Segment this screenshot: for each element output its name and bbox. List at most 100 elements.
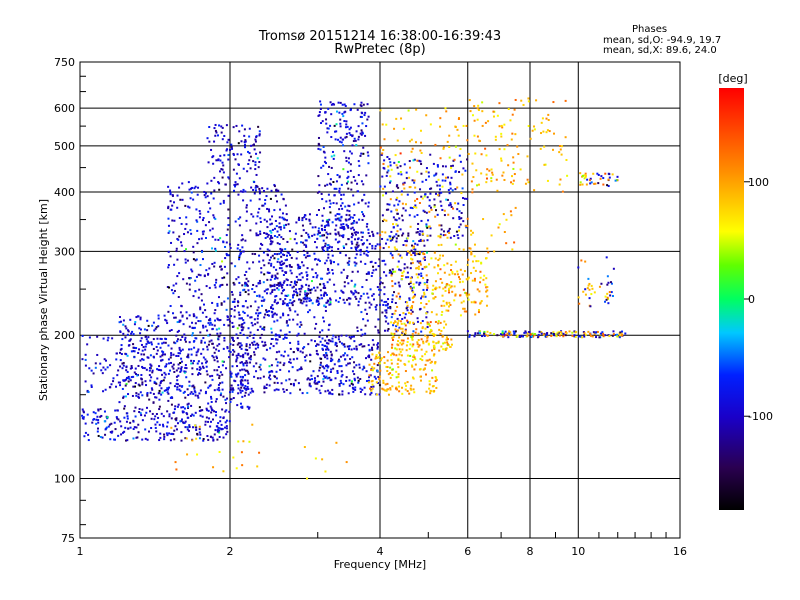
echo-point — [512, 161, 515, 164]
echo-point — [359, 387, 362, 390]
echo-point — [477, 311, 480, 314]
echo-point — [533, 128, 536, 131]
echo-point — [223, 339, 226, 342]
echo-point — [423, 253, 426, 256]
echo-point — [341, 138, 344, 141]
echo-point — [263, 385, 266, 388]
echo-point — [271, 284, 274, 287]
echo-point — [305, 294, 308, 297]
echo-point — [321, 219, 324, 222]
echo-point — [239, 331, 242, 334]
echo-point — [445, 198, 448, 201]
echo-point — [259, 377, 262, 380]
echo-point — [360, 328, 363, 331]
echo-point — [146, 438, 149, 441]
echo-point — [254, 140, 257, 143]
echo-point — [389, 161, 392, 164]
echo-point — [175, 369, 178, 372]
echo-point — [429, 392, 432, 395]
echo-point — [84, 364, 87, 367]
echo-point — [389, 175, 392, 178]
echo-point — [258, 451, 261, 454]
echo-point — [195, 428, 198, 431]
echo-point — [210, 401, 213, 404]
echo-point — [376, 364, 379, 367]
echo-point — [305, 300, 308, 303]
echo-point — [229, 351, 232, 354]
echo-point — [349, 169, 352, 172]
echo-point — [109, 386, 112, 389]
echo-point — [236, 247, 239, 250]
echo-point — [402, 244, 405, 247]
echo-point — [252, 143, 255, 146]
echo-point — [228, 350, 231, 353]
echo-point — [361, 132, 364, 135]
echo-point — [396, 265, 399, 268]
echo-point — [330, 359, 333, 362]
echo-point — [344, 126, 347, 129]
echo-point — [262, 204, 265, 207]
echo-point — [340, 216, 343, 219]
echo-point — [141, 408, 144, 411]
echo-point — [381, 220, 384, 223]
echo-point — [153, 380, 156, 383]
echo-point — [430, 311, 433, 314]
echo-point — [255, 173, 258, 176]
echo-point — [382, 381, 385, 384]
echo-point — [271, 276, 274, 279]
echo-point — [306, 391, 309, 394]
echo-point — [298, 325, 301, 328]
echo-point — [395, 348, 398, 351]
echo-point — [327, 389, 330, 392]
echo-point — [346, 276, 349, 279]
echo-point — [244, 190, 247, 193]
echo-point — [225, 308, 228, 311]
echo-point — [458, 210, 461, 213]
echo-point — [316, 286, 319, 289]
y-tick-label: 300 — [54, 245, 75, 258]
echo-point — [266, 226, 269, 229]
echo-point — [234, 185, 237, 188]
echo-point — [250, 387, 253, 390]
echo-point — [202, 303, 205, 306]
echo-point — [123, 416, 126, 419]
echo-point — [390, 270, 393, 273]
echo-point — [186, 416, 189, 419]
echo-point — [593, 291, 596, 294]
echo-point — [220, 392, 223, 395]
echo-point — [239, 342, 242, 345]
echo-point — [440, 304, 443, 307]
echo-point — [296, 251, 299, 254]
echo-point — [243, 141, 246, 144]
echo-point — [578, 302, 581, 305]
echo-point — [445, 284, 448, 287]
echo-point — [163, 376, 166, 379]
echo-point — [239, 369, 242, 372]
echo-point — [274, 274, 277, 277]
echo-point — [177, 354, 180, 357]
echo-point — [205, 370, 208, 373]
echo-point — [104, 433, 107, 436]
echo-point — [216, 360, 219, 363]
echo-point — [158, 369, 161, 372]
echo-point — [326, 220, 329, 223]
echo-point — [191, 332, 194, 335]
echo-point — [425, 350, 428, 353]
echo-point — [463, 310, 466, 313]
echo-point — [365, 312, 368, 315]
echo-point — [299, 321, 302, 324]
echo-point — [470, 180, 473, 183]
echo-point — [270, 231, 273, 234]
echo-point — [485, 286, 488, 289]
echo-point — [385, 316, 388, 319]
echo-point — [201, 409, 204, 412]
echo-point — [119, 331, 122, 334]
echo-point — [97, 409, 100, 412]
echo-point — [125, 327, 128, 330]
echo-point — [326, 219, 329, 222]
echo-point — [285, 213, 288, 216]
echo-point — [446, 283, 449, 286]
echo-point — [266, 235, 269, 238]
echo-point — [169, 305, 172, 308]
echo-point — [100, 369, 103, 372]
